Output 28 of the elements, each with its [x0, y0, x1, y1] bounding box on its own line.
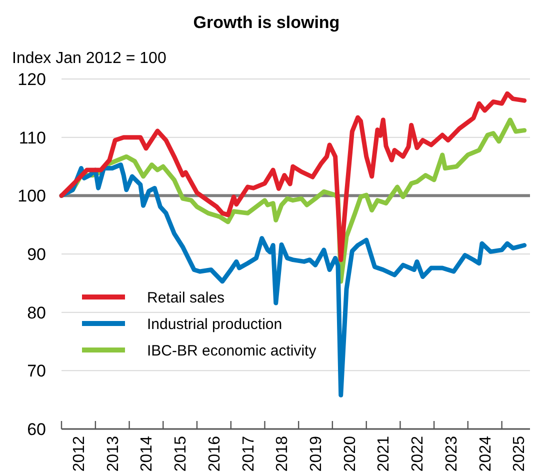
line-series — [59, 91, 527, 262]
legend-label: Industrial production — [147, 316, 282, 333]
y-tick-label: 80 — [27, 303, 46, 322]
x-tick-label: 2017 — [240, 436, 258, 472]
legend-label: Retail sales — [147, 289, 225, 306]
y-tick-label: 100 — [18, 186, 46, 206]
x-tick-label: 2024 — [477, 436, 494, 472]
y-tick-label: 120 — [18, 70, 46, 89]
x-tick-label: 2015 — [172, 436, 190, 472]
x-tick-label: 2016 — [206, 436, 224, 472]
y-tick-label: 110 — [18, 128, 46, 148]
x-tick-label: 2021 — [376, 436, 393, 472]
chart-title: Growth is slowing — [193, 13, 340, 32]
x-tick-label: 2014 — [138, 436, 156, 472]
y-tick-label: 90 — [27, 244, 46, 264]
x-tick-label: 2019 — [308, 436, 325, 472]
x-tick-label: 2022 — [410, 436, 427, 472]
y-tick-label: 60 — [27, 420, 46, 439]
x-tick-label: 2018 — [274, 436, 292, 472]
x-tick-label: 2025 — [511, 436, 528, 472]
x-tick-label: 2020 — [342, 436, 359, 472]
legend-label: IBC-BR economic activity — [147, 342, 317, 360]
x-tick-label: 2023 — [443, 436, 460, 472]
line-series — [59, 162, 527, 398]
x-tick-label: 2013 — [104, 436, 122, 472]
x-tick-label: 2012 — [70, 436, 88, 472]
y-tick-label: 70 — [27, 362, 46, 381]
y-axis-title: Index Jan 2012 = 100 — [12, 50, 166, 67]
